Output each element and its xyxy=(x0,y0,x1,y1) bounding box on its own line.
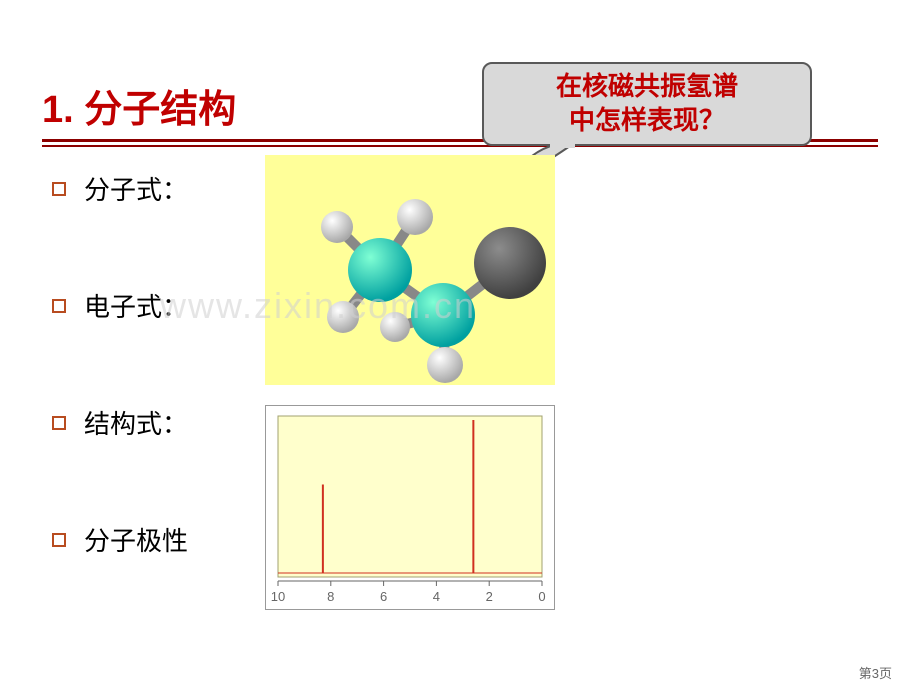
bullet-item: 分子式： xyxy=(52,170,188,207)
bullet-label: 分子式： xyxy=(84,170,188,207)
callout-bubble: 在核磁共振氢谱 中怎样表现？ xyxy=(482,62,812,146)
svg-text:2: 2 xyxy=(486,589,493,604)
molecule-panel xyxy=(265,155,555,385)
bullet-label: 结构式： xyxy=(84,404,188,441)
bullet-icon xyxy=(52,533,66,547)
svg-text:6: 6 xyxy=(380,589,387,604)
bullet-icon xyxy=(52,299,66,313)
bullet-item: 结构式： xyxy=(52,404,188,441)
bullet-item: 分子极性 xyxy=(52,521,188,558)
bullet-label: 电子式： xyxy=(84,287,188,324)
bullet-label: 分子极性 xyxy=(84,521,188,558)
nmr-spectrum: 10 8 6 4 2 0 xyxy=(266,406,554,609)
bullet-icon xyxy=(52,182,66,196)
bullet-item: 电子式： xyxy=(52,287,188,324)
svg-text:8: 8 xyxy=(327,589,334,604)
svg-text:10: 10 xyxy=(271,589,285,604)
bullet-icon xyxy=(52,416,66,430)
callout-line1: 在核磁共振氢谱 xyxy=(556,70,738,104)
bullet-list: 分子式： 电子式： 结构式： 分子极性 xyxy=(52,170,188,638)
molecule-diagram xyxy=(265,155,555,385)
callout-line2: 中怎样表现？ xyxy=(569,104,725,138)
svg-text:0: 0 xyxy=(538,589,545,604)
page-number: 第3页 xyxy=(859,663,892,682)
svg-text:4: 4 xyxy=(433,589,440,604)
spectrum-panel: 10 8 6 4 2 0 xyxy=(265,405,555,610)
